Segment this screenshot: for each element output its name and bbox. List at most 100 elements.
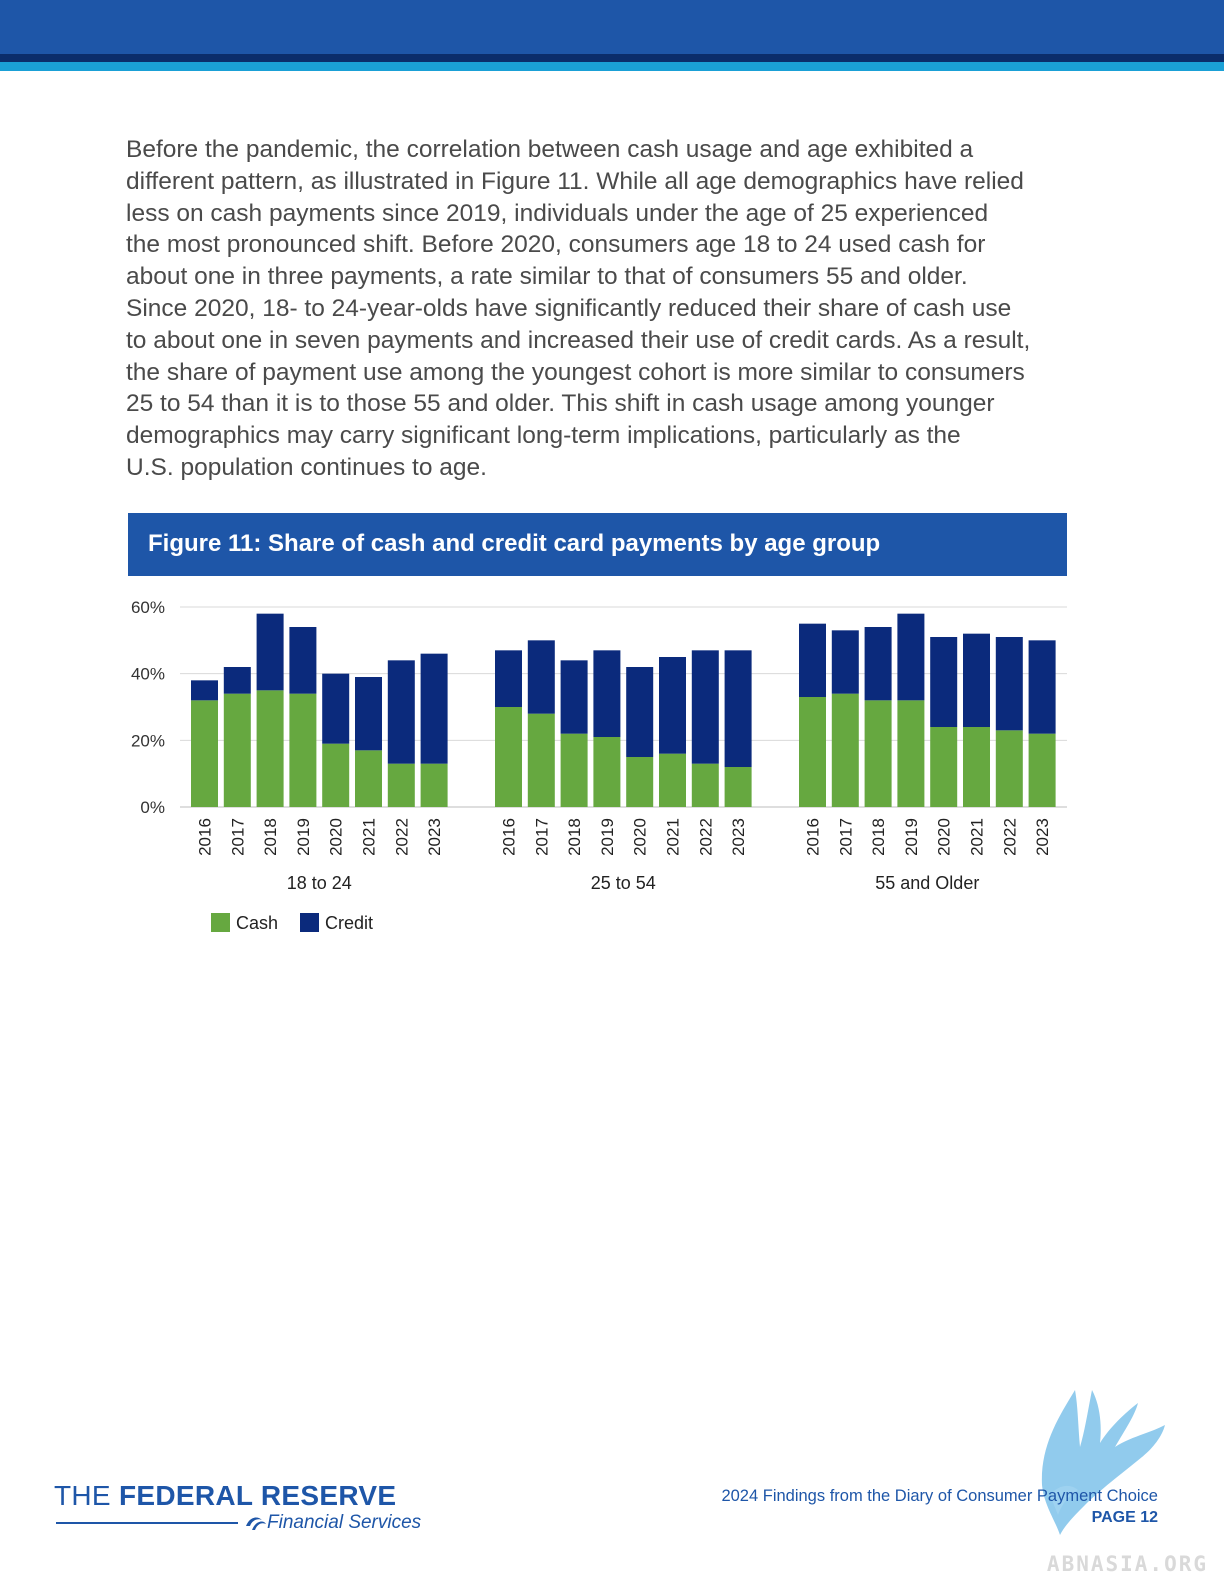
- bar-segment-credit: [963, 633, 990, 727]
- logo-rule: [56, 1522, 238, 1524]
- x-tick-label-year: 2022: [392, 818, 411, 856]
- bar-segment-cash: [322, 743, 350, 807]
- bar-segment-credit: [223, 667, 251, 694]
- bar-segment-cash: [799, 697, 826, 807]
- x-tick-label-year: 2018: [869, 818, 888, 856]
- x-tick-label-year: 2018: [261, 818, 280, 856]
- financial-services-emblem-icon: [246, 1517, 266, 1530]
- stacked-bar-chart: 0% 20% 40% 60% 2016 2017 2018 2019 2020 2021 2022 2…: [131, 598, 1067, 893]
- x-tick-label-year: 2023: [1033, 818, 1052, 856]
- bar-segment-credit: [930, 637, 958, 727]
- bar-segment-cash: [930, 727, 958, 807]
- bar-segment-cash: [963, 727, 990, 807]
- bar-segment-credit: [527, 640, 555, 714]
- x-tick-label-year: 2020: [327, 818, 346, 856]
- x-tick-label-year: 2020: [935, 818, 954, 856]
- body-line: Before the pandemic, the correlation bet…: [126, 136, 974, 163]
- body-line: about one in three payments, a rate simi…: [126, 263, 968, 291]
- bar-segment-cash: [387, 763, 415, 807]
- body-line: demographics may carry significant long-…: [126, 422, 961, 450]
- bar-segment-credit: [191, 680, 218, 701]
- x-tick-label-year: 2016: [500, 818, 519, 856]
- bar-segment-cash: [897, 700, 925, 807]
- bar-segment-credit: [322, 673, 350, 744]
- federal-reserve-logo[interactable]: THE FEDERAL RESERVE Financial Services: [54, 1480, 421, 1540]
- bar-segment-cash: [560, 733, 588, 807]
- bar-segment-credit: [995, 637, 1023, 731]
- x-tick-label-year: 2021: [664, 818, 683, 856]
- bar-segment-credit: [691, 650, 719, 764]
- bar-segment-cash: [527, 713, 555, 807]
- x-tick-label-year: 2016: [804, 818, 823, 856]
- legend-item-cash: Cash: [211, 913, 278, 934]
- logo-federal-reserve: FEDERAL RESERVE: [119, 1480, 397, 1511]
- bar-segment-credit: [560, 660, 588, 734]
- bar-segment-credit: [831, 630, 859, 694]
- body-line: to about one in seven payments and incre…: [126, 326, 1031, 354]
- x-tick-label-year: 2017: [532, 818, 551, 856]
- footer-document-info: 2024 Findings from the Diary of Consumer…: [721, 1486, 1158, 1528]
- bar-segment-cash: [659, 753, 686, 807]
- x-tick-label-year: 2016: [196, 818, 215, 856]
- bar-segment-credit: [289, 627, 317, 694]
- x-tick-label-year: 2018: [565, 818, 584, 856]
- bar-segment-cash: [223, 693, 251, 807]
- bar-segment-credit: [256, 613, 284, 691]
- body-line: less on cash payments since 2019, indivi…: [126, 199, 989, 227]
- header-band-light-stripe: [0, 62, 1224, 71]
- bar-segment-cash: [289, 693, 317, 807]
- header-band: [0, 0, 1224, 54]
- x-tick-label-year: 2019: [294, 818, 313, 856]
- bar-segment-cash: [831, 693, 859, 807]
- bar-segment-cash: [864, 700, 892, 807]
- bar-segment-credit: [387, 660, 415, 764]
- group-label: 55 and Older: [875, 873, 979, 893]
- body-line: U.S. population continues to age.: [126, 453, 487, 481]
- x-tick-label-year: 2021: [360, 818, 379, 856]
- figure-title: Figure 11: Share of cash and credit card…: [148, 530, 881, 557]
- bar-segment-cash: [995, 730, 1023, 807]
- legend-item-credit: Credit: [300, 913, 373, 934]
- body-line: the share of payment use among the young…: [126, 358, 1025, 386]
- bar-segment-cash: [256, 690, 284, 807]
- body-line: Since 2020, 18- to 24-year-olds have sig…: [126, 294, 1012, 322]
- y-tick-label: 20%: [131, 731, 165, 750]
- y-tick-label: 60%: [131, 598, 165, 617]
- bar-segment-credit: [724, 650, 752, 767]
- x-tick-label-year: 2019: [598, 818, 617, 856]
- bar-segment-cash: [1028, 733, 1056, 807]
- bar-segment-cash: [495, 707, 522, 807]
- body-line: 25 to 54 than it is to those 55 and olde…: [126, 390, 995, 418]
- figure-title-bar: Figure 11: Share of cash and credit card…: [128, 513, 1067, 576]
- bar-segment-cash: [724, 767, 752, 807]
- y-tick-label: 0%: [140, 798, 165, 817]
- bar-segment-cash: [420, 763, 448, 807]
- x-tick-label-year: 2023: [425, 818, 444, 856]
- bar-segment-credit: [659, 657, 686, 754]
- legend-label-credit: Credit: [325, 913, 374, 933]
- bar-segment-credit: [495, 650, 522, 707]
- x-tick-label-year: 2021: [968, 818, 987, 856]
- bar-segment-credit: [420, 653, 448, 764]
- x-tick-label-year: 2020: [631, 818, 650, 856]
- header-band-dark-stripe: [0, 54, 1224, 62]
- x-tick-label-year: 2023: [729, 818, 748, 856]
- x-tick-label-year: 2022: [1000, 818, 1019, 856]
- x-tick-label-year: 2017: [228, 818, 247, 856]
- bar-segment-cash: [191, 700, 218, 807]
- legend-swatch-credit: [300, 913, 319, 932]
- bar-segment-credit: [355, 677, 382, 751]
- bar-segment-credit: [897, 613, 925, 701]
- bar-segment-cash: [691, 763, 719, 807]
- x-tick-label-year: 2019: [902, 818, 921, 856]
- bar-segment-credit: [864, 627, 892, 701]
- logo-the: THE: [54, 1480, 111, 1511]
- body-line: different pattern, as illustrated in Fig…: [126, 167, 1024, 195]
- group-label: 18 to 24: [287, 873, 352, 893]
- bar-segment-credit: [626, 667, 654, 757]
- bar-segment-cash: [593, 737, 621, 807]
- logo-wordmark: THE FEDERAL RESERVE: [54, 1480, 396, 1512]
- y-tick-label: 40%: [131, 665, 165, 684]
- body-line: the most pronounced shift. Before 2020, …: [126, 231, 986, 259]
- bar-segment-credit: [799, 623, 826, 697]
